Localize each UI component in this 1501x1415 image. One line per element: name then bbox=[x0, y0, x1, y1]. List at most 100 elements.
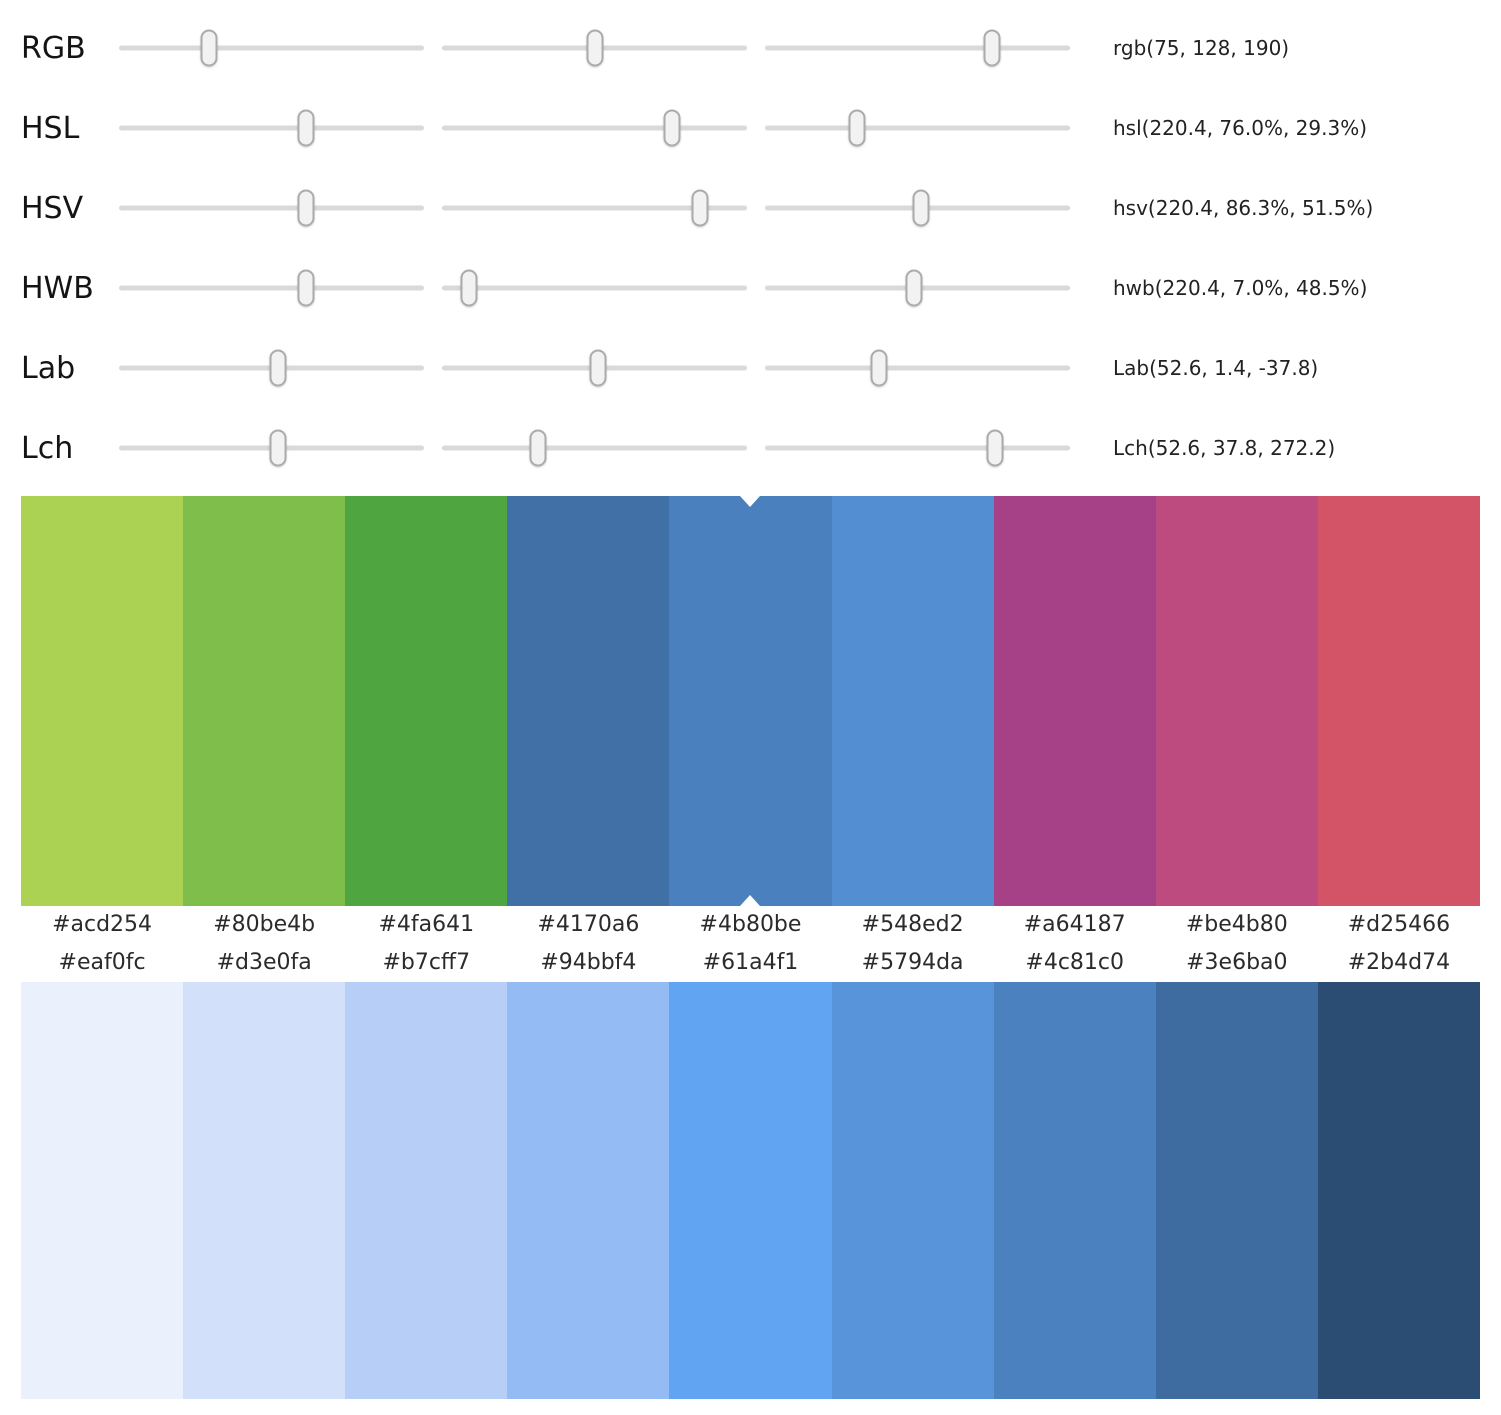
slider-thumb[interactable] bbox=[986, 429, 1004, 467]
hex-code-label: #4fa641 bbox=[378, 912, 475, 937]
slider-thumb[interactable] bbox=[200, 29, 218, 67]
slider-thumb[interactable] bbox=[912, 189, 930, 227]
hsv-component-1-slider[interactable] bbox=[119, 184, 424, 232]
palette-swatch[interactable] bbox=[1155, 496, 1318, 906]
slider-thumb[interactable] bbox=[460, 269, 478, 307]
slider-thumb[interactable] bbox=[529, 429, 547, 467]
hwb-component-3-slider[interactable] bbox=[765, 264, 1070, 312]
hex-code-label: #4170a6 bbox=[537, 912, 640, 937]
palette-swatch[interactable] bbox=[507, 496, 670, 906]
hex-code-label: #a64187 bbox=[1023, 912, 1126, 937]
hsv-component-2-slider[interactable] bbox=[442, 184, 747, 232]
palette-swatch[interactable] bbox=[831, 982, 994, 1399]
harmony-palette-labels: #acd254 #80be4b #4fa641 #4170a6 #4b80be #548e… bbox=[21, 906, 1480, 944]
colorspace-label: Lch bbox=[21, 430, 74, 466]
palette-swatch[interactable] bbox=[1317, 982, 1480, 1399]
hex-code-label: #2b4d74 bbox=[1347, 950, 1451, 975]
slider-thumb[interactable] bbox=[848, 109, 865, 147]
hex-code-label: #94bbf4 bbox=[540, 950, 637, 975]
palette-swatch-selected[interactable] bbox=[669, 496, 832, 906]
slider-track[interactable] bbox=[442, 285, 747, 291]
slider-track[interactable] bbox=[765, 365, 1070, 371]
slider-row-lch: Lch Lch(52.6, 37.8, 272.2) bbox=[0, 408, 1501, 488]
colorspace-label: Lab bbox=[21, 350, 76, 386]
hex-code-label: #d25466 bbox=[1347, 912, 1451, 937]
color-value-text: Lch(52.6, 37.8, 272.2) bbox=[1113, 436, 1336, 460]
slider-track[interactable] bbox=[442, 445, 747, 451]
slider-row-lab: Lab Lab(52.6, 1.4, -37.8) bbox=[0, 328, 1501, 408]
slider-thumb[interactable] bbox=[870, 349, 888, 387]
hex-code-label: #61a4f1 bbox=[702, 950, 799, 975]
hex-code-label: #b7cff7 bbox=[382, 950, 471, 975]
palette-swatch[interactable] bbox=[345, 982, 508, 1399]
palette-swatch[interactable] bbox=[345, 496, 508, 906]
slider-track[interactable] bbox=[119, 125, 424, 131]
palette-swatch[interactable] bbox=[1155, 982, 1318, 1399]
harmony-palette bbox=[21, 496, 1480, 906]
palette-swatch[interactable] bbox=[831, 496, 994, 906]
slider-track[interactable] bbox=[765, 45, 1070, 51]
palette-swatch[interactable] bbox=[993, 982, 1156, 1399]
hex-code-label: #548ed2 bbox=[861, 912, 964, 937]
palette-swatch[interactable] bbox=[507, 982, 670, 1399]
hex-code-label: #5794da bbox=[861, 950, 964, 975]
slider-thumb[interactable] bbox=[905, 269, 923, 307]
palette-swatch[interactable] bbox=[669, 982, 832, 1399]
colorspace-label: HWB bbox=[21, 270, 94, 306]
hex-code-label: #80be4b bbox=[213, 912, 316, 937]
hex-code-label: #3e6ba0 bbox=[1186, 950, 1288, 975]
lab-component-2-slider[interactable] bbox=[442, 344, 747, 392]
color-slider-panel: RGB rgb(75, 128, 190) HSL hsl(220.4, 76.0%,… bbox=[0, 0, 1501, 488]
slider-track[interactable] bbox=[765, 125, 1070, 131]
slider-track[interactable] bbox=[119, 45, 424, 51]
slider-thumb[interactable] bbox=[663, 109, 681, 147]
slider-thumb[interactable] bbox=[691, 189, 709, 227]
hwb-component-1-slider[interactable] bbox=[119, 264, 424, 312]
palette-swatch[interactable] bbox=[993, 496, 1156, 906]
slider-thumb[interactable] bbox=[297, 189, 315, 227]
lch-component-1-slider[interactable] bbox=[119, 424, 424, 472]
slider-thumb[interactable] bbox=[297, 109, 315, 147]
palette-swatch[interactable] bbox=[21, 982, 184, 1399]
color-value-text: Lab(52.6, 1.4, -37.8) bbox=[1113, 356, 1319, 380]
color-value-text: rgb(75, 128, 190) bbox=[1113, 36, 1290, 60]
slider-thumb[interactable] bbox=[586, 29, 604, 67]
palette-swatch[interactable] bbox=[183, 982, 346, 1399]
lab-component-1-slider[interactable] bbox=[119, 344, 424, 392]
shades-palette bbox=[21, 982, 1480, 1399]
rgb-component-3-slider[interactable] bbox=[765, 24, 1070, 72]
slider-track[interactable] bbox=[442, 205, 747, 211]
hex-code-label: #d3e0fa bbox=[216, 950, 312, 975]
slider-track[interactable] bbox=[765, 445, 1070, 451]
lch-component-2-slider[interactable] bbox=[442, 424, 747, 472]
slider-track[interactable] bbox=[119, 285, 424, 291]
slider-thumb[interactable] bbox=[269, 349, 287, 387]
hwb-component-2-slider[interactable] bbox=[442, 264, 747, 312]
rgb-component-2-slider[interactable] bbox=[442, 24, 747, 72]
hex-code-label: #eaf0fc bbox=[58, 950, 146, 975]
slider-row-rgb: RGB rgb(75, 128, 190) bbox=[0, 8, 1501, 88]
slider-track[interactable] bbox=[119, 205, 424, 211]
hsl-component-2-slider[interactable] bbox=[442, 104, 747, 152]
palette-swatch[interactable] bbox=[21, 496, 184, 906]
slider-track[interactable] bbox=[442, 125, 747, 131]
slider-thumb[interactable] bbox=[589, 349, 607, 387]
hsl-component-3-slider[interactable] bbox=[765, 104, 1070, 152]
color-value-text: hwb(220.4, 7.0%, 48.5%) bbox=[1113, 276, 1368, 300]
colorspace-label: RGB bbox=[21, 30, 86, 66]
slider-row-hsv: HSV hsv(220.4, 86.3%, 51.5%) bbox=[0, 168, 1501, 248]
slider-thumb[interactable] bbox=[297, 269, 315, 307]
hex-code-label: #acd254 bbox=[52, 912, 153, 937]
lch-component-3-slider[interactable] bbox=[765, 424, 1070, 472]
rgb-component-1-slider[interactable] bbox=[119, 24, 424, 72]
hex-code-label: #4b80be bbox=[699, 912, 802, 937]
palette-swatch[interactable] bbox=[1317, 496, 1480, 906]
hex-code-label: #4c81c0 bbox=[1025, 950, 1125, 975]
slider-thumb[interactable] bbox=[269, 429, 287, 467]
hsl-component-1-slider[interactable] bbox=[119, 104, 424, 152]
hsv-component-3-slider[interactable] bbox=[765, 184, 1070, 232]
slider-thumb[interactable] bbox=[983, 29, 1001, 67]
lab-component-3-slider[interactable] bbox=[765, 344, 1070, 392]
hex-code-label: #be4b80 bbox=[1185, 912, 1288, 937]
palette-swatch[interactable] bbox=[183, 496, 346, 906]
